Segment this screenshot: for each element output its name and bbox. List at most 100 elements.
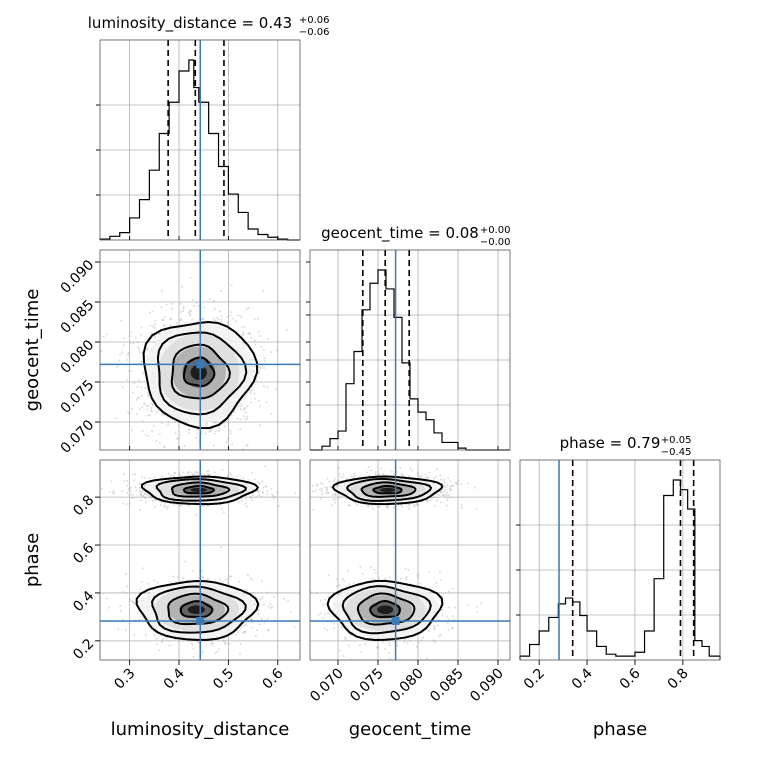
sample-point	[122, 590, 125, 593]
sample-point	[433, 641, 436, 644]
sample-point	[187, 428, 190, 431]
sample-point	[440, 501, 443, 504]
sample-point	[262, 491, 265, 494]
sample-point	[133, 479, 136, 482]
sample-point	[257, 365, 260, 368]
contour-line	[156, 331, 248, 416]
sample-point	[388, 644, 391, 647]
sample-point	[386, 506, 389, 509]
sample-point	[189, 276, 192, 279]
sample-point	[353, 474, 356, 477]
sample-point	[315, 592, 318, 595]
sample-point	[219, 289, 222, 292]
sample-point	[233, 411, 236, 414]
sample-point	[164, 506, 167, 509]
sample-point	[286, 328, 289, 331]
sample-point	[229, 471, 232, 474]
sample-point	[452, 587, 455, 590]
sample-point	[352, 472, 355, 475]
sample-point	[267, 605, 270, 608]
sample-point	[196, 471, 199, 474]
sample-point	[161, 422, 164, 425]
sample-point	[134, 485, 137, 488]
sample-point	[236, 475, 239, 478]
contour-line	[135, 579, 260, 641]
sample-point	[450, 485, 453, 488]
sample-point	[366, 471, 369, 474]
sample-point	[326, 489, 329, 492]
sample-point	[259, 368, 262, 371]
sample-point	[206, 473, 209, 476]
sample-point	[413, 503, 416, 506]
sample-point	[201, 318, 204, 321]
sample-point	[159, 504, 162, 507]
contour-line	[140, 475, 260, 506]
x-axis-label-phase: phase	[593, 719, 647, 740]
sample-point	[218, 429, 221, 432]
sample-point	[129, 342, 132, 345]
sample-point	[342, 475, 345, 478]
sample-point	[165, 303, 168, 306]
sample-point	[214, 651, 217, 654]
contour-line	[151, 585, 247, 634]
sample-point	[261, 596, 264, 599]
sample-point	[348, 504, 351, 507]
sample-point	[117, 627, 120, 630]
sample-point	[441, 494, 444, 497]
sample-point	[219, 310, 222, 313]
sample-point	[121, 490, 124, 493]
sample-point	[245, 307, 248, 310]
sample-point	[150, 406, 153, 409]
sample-point	[439, 474, 442, 477]
sample-point	[189, 310, 192, 313]
sample-point	[123, 472, 126, 475]
sample-point	[344, 636, 347, 639]
sample-point	[182, 310, 185, 313]
sample-point	[418, 474, 421, 477]
sample-point	[407, 505, 410, 508]
sample-point	[139, 334, 142, 337]
sample-point	[208, 430, 211, 433]
sample-point	[180, 504, 183, 507]
sample-point	[256, 495, 259, 498]
sample-point	[130, 600, 133, 603]
sample-point	[152, 499, 155, 502]
sample-point	[350, 474, 353, 477]
sample-point	[210, 641, 213, 644]
sample-point	[153, 323, 156, 326]
sample-point	[153, 579, 156, 582]
sample-point	[167, 472, 170, 475]
sample-point	[180, 310, 183, 313]
sample-point	[274, 495, 277, 498]
sample-point	[188, 432, 191, 435]
sample-point	[130, 370, 133, 373]
sample-point	[446, 499, 449, 502]
sample-point	[255, 378, 258, 381]
sample-point	[128, 502, 131, 505]
sample-point	[326, 612, 329, 615]
sample-point	[150, 410, 153, 413]
sample-point	[266, 591, 269, 594]
sample-point	[160, 289, 163, 292]
sample-point	[257, 491, 260, 494]
sample-point	[276, 491, 279, 494]
sample-point	[226, 475, 229, 478]
sample-point	[137, 600, 140, 603]
sample-point	[225, 641, 228, 644]
sample-point	[155, 411, 158, 414]
sample-point	[127, 352, 130, 355]
sample-point	[217, 426, 220, 429]
sample-point	[147, 404, 150, 407]
sample-point	[446, 615, 449, 618]
sample-point	[358, 644, 361, 647]
sample-point	[275, 387, 278, 390]
sample-point	[140, 386, 143, 389]
sample-point	[271, 606, 274, 609]
sample-point	[334, 492, 337, 495]
sample-point	[451, 626, 454, 629]
sample-point	[258, 399, 261, 402]
sample-point	[321, 483, 324, 486]
sample-point	[222, 639, 225, 642]
x-axis-label-geocent_time: geocent_time	[349, 719, 472, 740]
sample-point	[367, 466, 370, 469]
